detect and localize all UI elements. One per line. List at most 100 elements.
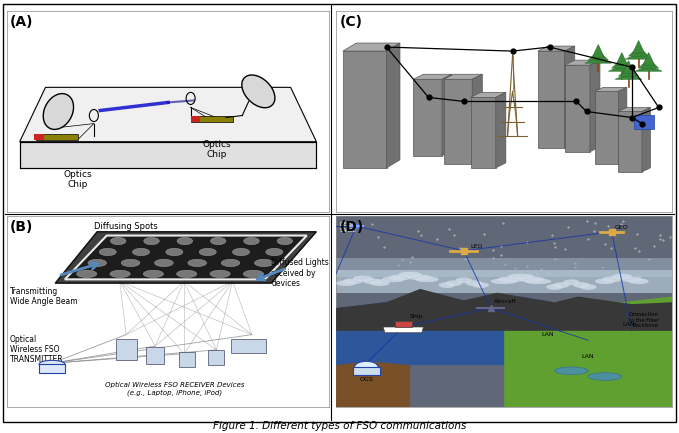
- FancyBboxPatch shape: [191, 116, 232, 122]
- Ellipse shape: [466, 280, 482, 286]
- Polygon shape: [565, 65, 590, 152]
- Polygon shape: [629, 46, 648, 56]
- Polygon shape: [612, 339, 618, 377]
- Text: (D): (D): [340, 220, 364, 234]
- Ellipse shape: [77, 270, 97, 278]
- Polygon shape: [638, 326, 661, 329]
- Text: Diffused Lights
received by
devices: Diffused Lights received by devices: [271, 259, 329, 288]
- Text: Ship: Ship: [410, 314, 424, 320]
- Ellipse shape: [363, 278, 383, 284]
- Ellipse shape: [188, 259, 206, 267]
- Polygon shape: [336, 270, 672, 293]
- Ellipse shape: [110, 270, 130, 278]
- Polygon shape: [443, 74, 482, 79]
- Ellipse shape: [210, 237, 226, 245]
- Polygon shape: [625, 54, 652, 59]
- Polygon shape: [472, 74, 482, 164]
- Polygon shape: [414, 79, 442, 156]
- Ellipse shape: [210, 270, 230, 278]
- Ellipse shape: [155, 259, 173, 267]
- Ellipse shape: [563, 279, 580, 285]
- Polygon shape: [383, 327, 424, 333]
- Ellipse shape: [445, 280, 462, 286]
- Text: OGS: OGS: [359, 377, 373, 381]
- FancyBboxPatch shape: [634, 114, 654, 129]
- FancyBboxPatch shape: [146, 347, 164, 364]
- Polygon shape: [336, 259, 672, 278]
- Polygon shape: [471, 92, 506, 97]
- Ellipse shape: [343, 278, 363, 284]
- Polygon shape: [20, 142, 316, 168]
- Ellipse shape: [353, 275, 373, 281]
- Polygon shape: [55, 232, 316, 283]
- Polygon shape: [336, 297, 555, 365]
- Polygon shape: [622, 328, 644, 331]
- Ellipse shape: [266, 249, 283, 255]
- Polygon shape: [595, 91, 619, 164]
- Ellipse shape: [232, 249, 250, 255]
- Text: Transmitting
Wide Angle Beam: Transmitting Wide Angle Beam: [10, 287, 77, 307]
- Polygon shape: [619, 67, 638, 76]
- Ellipse shape: [491, 278, 517, 284]
- Text: Diffusing Spots: Diffusing Spots: [94, 222, 158, 231]
- Polygon shape: [386, 43, 400, 168]
- Ellipse shape: [199, 249, 216, 255]
- Ellipse shape: [382, 277, 405, 282]
- Polygon shape: [471, 97, 496, 168]
- Polygon shape: [578, 332, 598, 335]
- Ellipse shape: [177, 270, 197, 278]
- Ellipse shape: [122, 259, 140, 267]
- Polygon shape: [592, 45, 604, 57]
- Polygon shape: [639, 58, 659, 68]
- Polygon shape: [622, 331, 638, 373]
- Text: (A): (A): [10, 15, 33, 29]
- Polygon shape: [591, 332, 598, 373]
- Polygon shape: [562, 336, 584, 339]
- Polygon shape: [20, 87, 316, 142]
- Polygon shape: [585, 58, 612, 63]
- Ellipse shape: [336, 280, 356, 286]
- Ellipse shape: [517, 277, 545, 282]
- Polygon shape: [623, 61, 634, 73]
- Polygon shape: [414, 74, 452, 79]
- Polygon shape: [443, 79, 472, 164]
- Ellipse shape: [439, 282, 456, 288]
- Polygon shape: [642, 107, 650, 172]
- Polygon shape: [619, 107, 650, 112]
- Ellipse shape: [524, 278, 551, 284]
- Ellipse shape: [255, 259, 273, 267]
- Polygon shape: [336, 289, 672, 331]
- Polygon shape: [565, 46, 574, 148]
- Polygon shape: [638, 328, 644, 373]
- Ellipse shape: [144, 237, 160, 245]
- Ellipse shape: [507, 274, 534, 279]
- Ellipse shape: [221, 259, 240, 267]
- Text: (C): (C): [340, 15, 363, 29]
- FancyBboxPatch shape: [34, 134, 44, 140]
- FancyBboxPatch shape: [39, 364, 65, 373]
- Text: DEEP
SPACE: DEEP SPACE: [340, 222, 356, 233]
- FancyBboxPatch shape: [353, 367, 380, 375]
- Ellipse shape: [354, 361, 378, 373]
- FancyBboxPatch shape: [208, 350, 225, 365]
- FancyBboxPatch shape: [191, 116, 200, 122]
- Polygon shape: [562, 339, 578, 369]
- Text: Optical
Wireless FSO
TRANSMITTER: Optical Wireless FSO TRANSMITTER: [10, 335, 64, 365]
- Polygon shape: [442, 74, 452, 156]
- Ellipse shape: [553, 282, 570, 288]
- Ellipse shape: [43, 94, 73, 129]
- Polygon shape: [638, 329, 655, 377]
- Ellipse shape: [166, 249, 183, 255]
- Polygon shape: [619, 112, 642, 172]
- FancyBboxPatch shape: [36, 134, 77, 140]
- Ellipse shape: [88, 259, 107, 267]
- Polygon shape: [343, 43, 400, 51]
- Ellipse shape: [580, 284, 597, 290]
- FancyBboxPatch shape: [395, 321, 411, 327]
- Ellipse shape: [388, 275, 411, 280]
- Text: LAN: LAN: [622, 322, 635, 327]
- Polygon shape: [619, 87, 627, 164]
- Ellipse shape: [629, 278, 648, 284]
- Ellipse shape: [99, 249, 116, 255]
- Polygon shape: [643, 52, 655, 65]
